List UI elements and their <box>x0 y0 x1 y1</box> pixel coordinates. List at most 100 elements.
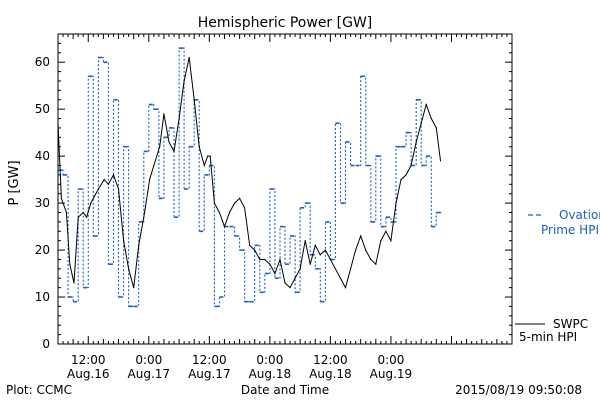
x-tick-label-time: 12:00 <box>192 353 227 367</box>
footer-plot-credit: Plot: CCMC <box>6 383 72 397</box>
swpc-point <box>65 211 67 214</box>
swpc-point <box>97 188 99 190</box>
x-tick-label-time: 0:00 <box>256 353 283 367</box>
swpc-point <box>144 211 146 214</box>
x-tick-label-date: Aug.17 <box>128 367 171 381</box>
swpc-point <box>435 127 437 129</box>
x-tick-label-time: 12:00 <box>313 353 348 367</box>
swpc-point <box>395 202 397 204</box>
x-tick-label-date: Aug.19 <box>370 367 413 381</box>
swpc-point <box>370 258 372 261</box>
swpc-point <box>223 226 226 228</box>
swpc-point <box>324 249 326 251</box>
swpc-point <box>254 249 256 251</box>
swpc-point <box>153 164 155 167</box>
swpc-point <box>112 174 115 176</box>
swpc-point <box>183 80 185 82</box>
swpc-point <box>420 122 422 124</box>
swpc-point <box>430 117 432 120</box>
swpc-point <box>163 113 165 115</box>
swpc-point <box>390 240 392 242</box>
swpc-point <box>178 117 180 120</box>
axes: 010203040506012:00Aug.160:00Aug.1712:00A… <box>35 33 512 381</box>
swpc-point <box>128 268 130 270</box>
swpc-point <box>228 211 231 214</box>
x-tick-label-date: Aug.18 <box>249 367 292 381</box>
y-axis-label: P [GW] <box>7 160 22 205</box>
swpc-point <box>365 249 367 251</box>
swpc-point <box>168 141 170 143</box>
y-tick-label: 60 <box>35 55 50 69</box>
swpc-point <box>149 179 151 181</box>
swpc-point <box>439 160 442 162</box>
legend-ovation-label-2: Prime HPI <box>541 223 599 237</box>
x-tick-label-time: 0:00 <box>135 353 162 367</box>
swpc-point <box>405 174 407 176</box>
swpc-point <box>309 263 311 265</box>
x-tick-label-date: Aug.16 <box>67 367 110 381</box>
swpc-point <box>103 179 105 181</box>
swpc-point <box>107 183 109 185</box>
y-tick-label: 20 <box>35 243 50 257</box>
swpc-point <box>73 282 75 284</box>
swpc-point <box>159 146 161 148</box>
x-axis-label: Date and Time <box>241 383 329 397</box>
swpc-point <box>249 244 251 246</box>
swpc-point <box>203 164 205 167</box>
y-tick-label: 0 <box>42 337 50 351</box>
y-tick-label: 40 <box>35 149 50 163</box>
x-tick-label-date: Aug.17 <box>188 367 231 381</box>
swpc-point <box>244 207 246 209</box>
y-tick-label: 50 <box>35 102 50 116</box>
swpc-point <box>60 197 63 199</box>
swpc-point <box>334 268 336 270</box>
swpc-point <box>117 188 120 190</box>
swpc-point <box>350 268 352 270</box>
x-tick-label-time: 0:00 <box>377 353 404 367</box>
legend-ovation: Ovation Prime HPI <box>528 208 600 237</box>
swpc-point <box>355 249 357 251</box>
swpc-point <box>269 263 271 265</box>
swpc-point <box>193 99 195 101</box>
swpc-point <box>274 272 276 275</box>
swpc-point <box>82 211 84 214</box>
legend-ovation-label: Ovation <box>559 208 600 222</box>
swpc-point <box>259 258 261 261</box>
legend-swpc: SWPC 5-min HPI <box>515 317 588 344</box>
swpc-point <box>86 216 88 218</box>
swpc-point <box>279 258 281 261</box>
swpc-point <box>299 268 301 270</box>
swpc-point <box>207 155 209 157</box>
y-tick-label: 30 <box>35 196 50 210</box>
swpc-point <box>375 263 377 265</box>
swpc-point <box>319 254 321 256</box>
swpc-point <box>264 258 266 261</box>
swpc-point <box>138 244 140 246</box>
swpc-point <box>213 202 215 204</box>
swpc-point <box>239 197 241 199</box>
swpc-point <box>294 277 296 279</box>
chart-title: Hemispheric Power [GW] <box>198 15 373 31</box>
swpc-point <box>77 216 79 218</box>
swpc-point <box>380 240 382 242</box>
swpc-point <box>425 103 427 106</box>
swpc-point <box>344 287 347 289</box>
swpc-point <box>400 179 402 181</box>
swpc-point <box>385 230 387 232</box>
x-tick-label-date: Aug.18 <box>309 367 352 381</box>
swpc-point <box>209 155 211 157</box>
y-tick-label: 10 <box>35 290 50 304</box>
x-tick-label-time: 12:00 <box>71 353 106 367</box>
swpc-point <box>234 202 236 204</box>
swpc-point <box>69 263 71 265</box>
swpc-point <box>410 164 412 167</box>
swpc-point <box>198 146 200 148</box>
swpc-point <box>339 277 342 279</box>
swpc-point <box>289 287 291 289</box>
plot-area <box>57 47 442 308</box>
legend-swpc-label-2: 5-min HPI <box>519 330 577 344</box>
footer-timestamp: 2015/08/19 09:50:08 <box>455 383 582 397</box>
swpc-point <box>123 240 125 242</box>
